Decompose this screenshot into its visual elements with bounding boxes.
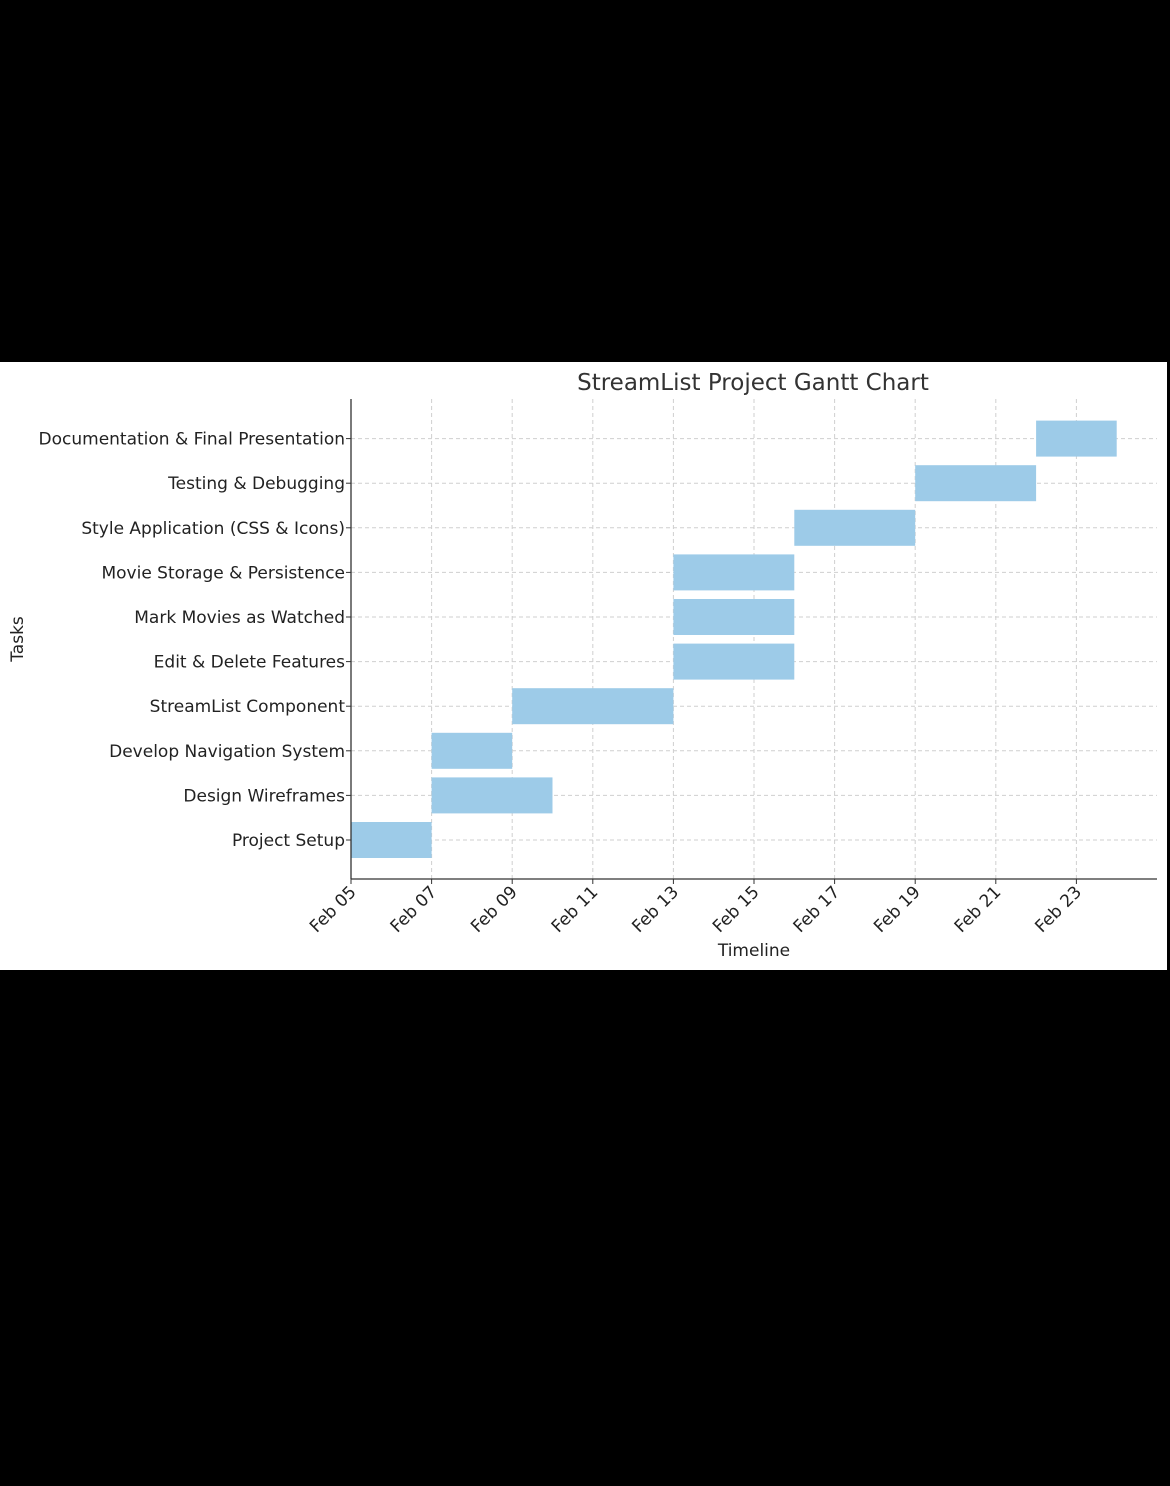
- task-bars: [351, 420, 1117, 858]
- x-tick-label: Feb 21: [951, 882, 1006, 937]
- y-axis-title: Tasks: [8, 616, 28, 663]
- task-bar: [351, 822, 432, 858]
- task-label: Style Application (CSS & Icons): [81, 519, 345, 539]
- task-label: Develop Navigation System: [109, 742, 345, 762]
- task-label: StreamList Component: [150, 697, 346, 717]
- task-bar: [431, 777, 553, 814]
- chart-title: StreamList Project Gantt Chart: [577, 370, 929, 396]
- task-bar: [673, 643, 795, 680]
- x-tick-label: Feb 19: [870, 882, 925, 937]
- task-bar: [915, 465, 1037, 502]
- task-label: Movie Storage & Persistence: [101, 563, 345, 583]
- task-label: Documentation & Final Presentation: [39, 430, 345, 450]
- task-bar: [794, 509, 916, 546]
- gantt-chart: StreamList Project Gantt Chart Project S…: [8, 370, 1157, 961]
- task-label: Mark Movies as Watched: [134, 608, 345, 628]
- x-tick-label: Feb 13: [628, 882, 683, 937]
- task-label: Testing & Debugging: [167, 474, 345, 494]
- task-bar: [512, 688, 674, 725]
- x-tick-label: Feb 17: [790, 882, 845, 937]
- task-bar: [673, 554, 795, 591]
- x-tick-label: Feb 23: [1031, 882, 1086, 937]
- task-bar: [673, 599, 795, 635]
- task-label: Project Setup: [232, 831, 345, 851]
- x-tick-label: Feb 09: [467, 882, 522, 937]
- task-label: Edit & Delete Features: [154, 653, 345, 673]
- x-tick-label: Feb 07: [387, 882, 442, 937]
- x-tick-label: Feb 11: [548, 882, 603, 937]
- x-axis-tick-labels: Feb 05 Feb 07 Feb 09 Feb 11 Feb 13 Feb 15 Feb …: [306, 879, 1086, 937]
- x-tick-label: Feb 15: [709, 882, 764, 937]
- x-axis-title: Timeline: [717, 941, 790, 961]
- gantt-chart-figure: StreamList Project Gantt Chart Project S…: [0, 362, 1167, 970]
- task-label: Design Wireframes: [183, 786, 345, 806]
- task-bar: [1036, 420, 1117, 457]
- x-tick-label: Feb 05: [306, 882, 361, 937]
- task-bar: [431, 732, 513, 769]
- y-axis-task-labels: Project Setup Design Wireframes Develop Na…: [39, 430, 351, 851]
